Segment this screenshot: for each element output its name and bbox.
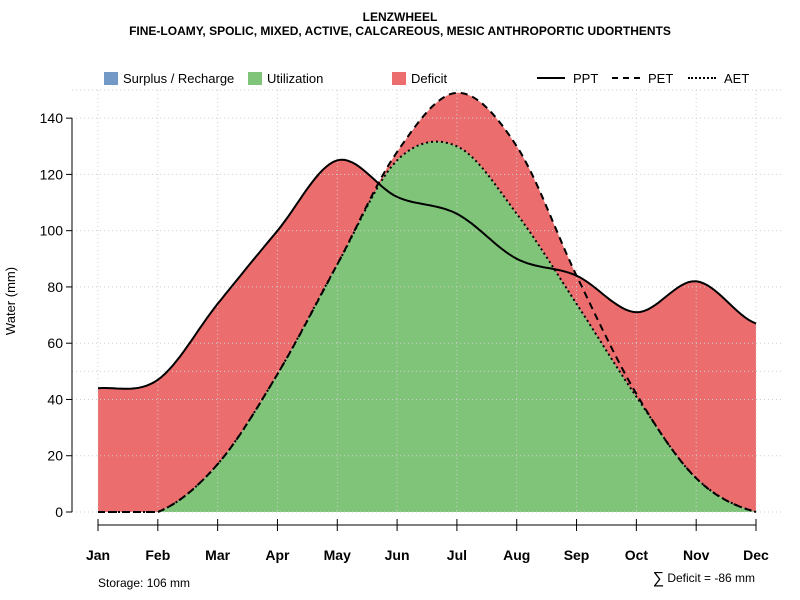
x-tick-label: Jan <box>86 547 110 563</box>
chart-subtitle: FINE-LOAMY, SPOLIC, MIXED, ACTIVE, CALCA… <box>129 24 671 38</box>
y-tick-label: 40 <box>47 391 63 407</box>
deficit-note-text: Deficit = -86 mm <box>667 571 755 585</box>
y-axis-title: Water (mm) <box>3 267 18 335</box>
y-tick-label: 0 <box>55 504 63 520</box>
x-tick-label: Apr <box>265 547 290 563</box>
y-tick-label: 20 <box>47 448 63 464</box>
legend-deficit-label: Deficit <box>411 71 448 86</box>
pet-line <box>98 91 757 513</box>
x-tick-label: May <box>324 547 351 563</box>
legend-aet-line <box>688 77 716 79</box>
legend-surplus: Surplus / Recharge <box>104 71 234 87</box>
legend-pet: PET <box>612 71 673 87</box>
x-tick-label: Jul <box>447 547 467 563</box>
y-tick-label: 140 <box>40 110 64 126</box>
legend-aet: AET <box>688 71 749 87</box>
y-tick-label: 60 <box>47 335 63 351</box>
legend-surplus-label: Surplus / Recharge <box>123 71 235 86</box>
legend-utilization: Utilization <box>248 71 323 87</box>
legend-surplus-swatch <box>104 72 118 85</box>
x-tick-label: Aug <box>503 547 530 563</box>
x-tick-label: Dec <box>743 547 769 563</box>
x-tick-label: Sep <box>564 547 590 563</box>
legend-pet-line <box>612 77 640 79</box>
legend-deficit-swatch <box>392 72 406 85</box>
y-tick-label: 80 <box>47 279 63 295</box>
aet-line <box>98 140 757 513</box>
ppt-line <box>97 158 757 390</box>
y-tick-label: 120 <box>40 166 64 182</box>
deficit-note: ∑ Deficit = -86 mm <box>652 570 755 587</box>
legend-deficit: Deficit <box>392 71 447 87</box>
legend-utilization-swatch <box>248 72 262 85</box>
x-tick-label: Feb <box>145 547 170 563</box>
legend-ppt-line <box>537 77 565 79</box>
legend-ppt: PPT <box>537 71 598 87</box>
x-tick-label: Oct <box>625 547 649 563</box>
y-tick-label: 100 <box>40 223 64 239</box>
deficit-area <box>98 92 756 513</box>
chart-title: LENZWHEEL <box>362 10 438 24</box>
legend-utilization-label: Utilization <box>267 71 324 86</box>
legend-ppt-label: PPT <box>573 71 599 86</box>
x-tick-label: Nov <box>683 547 710 563</box>
storage-note: Storage: 106 mm <box>98 576 191 590</box>
deficit-sigma: ∑ <box>652 570 664 587</box>
legend-pet-label: PET <box>648 71 674 86</box>
x-tick-label: Jun <box>385 547 410 563</box>
legend-aet-label: AET <box>724 71 750 86</box>
x-tick-label: Mar <box>205 547 230 563</box>
utilization-area <box>98 141 756 512</box>
